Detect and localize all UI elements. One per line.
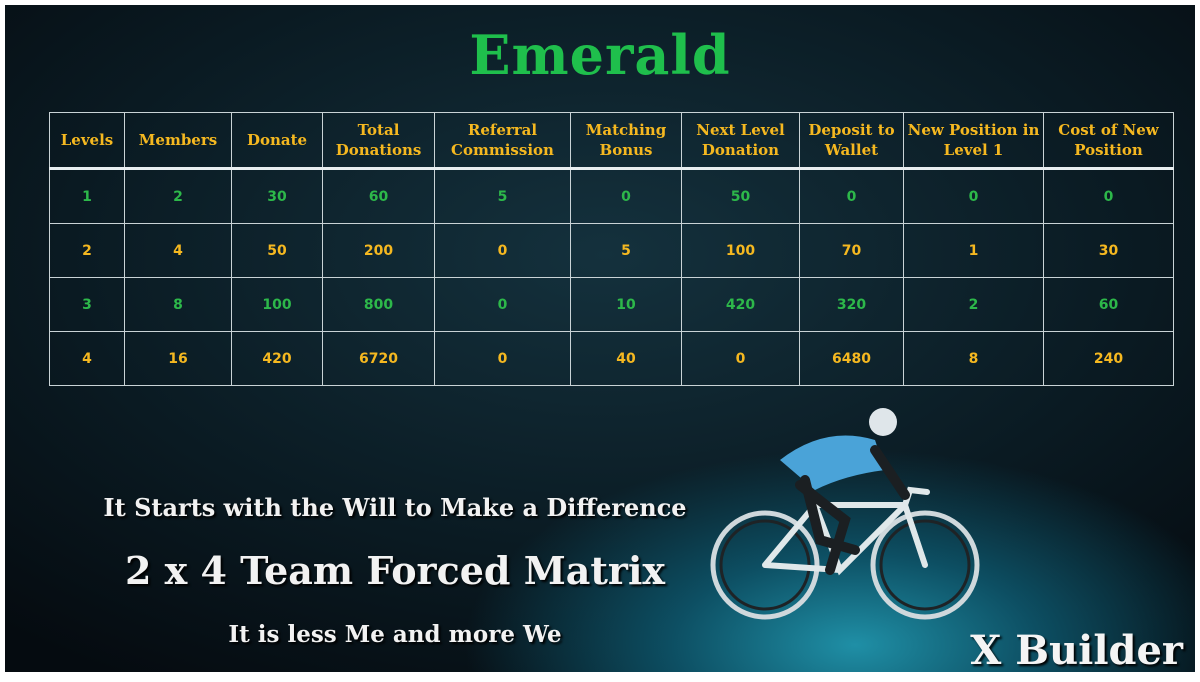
table-cell: 1 [904, 224, 1044, 278]
column-header: Donate [232, 113, 323, 169]
table-cell: 6720 [323, 332, 435, 386]
table-cell: 100 [682, 224, 800, 278]
table-cell: 800 [323, 278, 435, 332]
tagline: It is less Me and more We [55, 621, 735, 648]
cyclist-illustration [705, 400, 985, 630]
table-cell: 2 [904, 278, 1044, 332]
table-cell: 6480 [800, 332, 904, 386]
column-header: Deposit to Wallet [800, 113, 904, 169]
table-cell: 5 [435, 169, 571, 224]
table-cell: 3 [50, 278, 125, 332]
table-cell: 40 [571, 332, 682, 386]
table-cell: 16 [125, 332, 232, 386]
table-cell: 2 [125, 169, 232, 224]
table-cell: 8 [125, 278, 232, 332]
column-header: Referral Commission [435, 113, 571, 169]
table-cell: 8 [904, 332, 1044, 386]
table-cell: 4 [50, 332, 125, 386]
table-cell: 60 [1044, 278, 1174, 332]
table-cell: 0 [435, 332, 571, 386]
table-cell: 1 [50, 169, 125, 224]
table-cell: 30 [232, 169, 323, 224]
table-cell: 50 [682, 169, 800, 224]
table-cell: 0 [435, 224, 571, 278]
column-header: Cost of New Position [1044, 113, 1174, 169]
column-header: Next Level Donation [682, 113, 800, 169]
table-cell: 0 [800, 169, 904, 224]
brand: X Builder [970, 627, 1183, 672]
table-cell: 30 [1044, 224, 1174, 278]
table-cell: 240 [1044, 332, 1174, 386]
table-cell: 420 [682, 278, 800, 332]
table-cell: 0 [904, 169, 1044, 224]
table-cell: 5 [571, 224, 682, 278]
table-cell: 10 [571, 278, 682, 332]
table-cell: 420 [232, 332, 323, 386]
table-cell: 0 [435, 278, 571, 332]
column-header: Levels [50, 113, 125, 169]
table-cell: 100 [232, 278, 323, 332]
table-cell: 0 [571, 169, 682, 224]
table-cell: 0 [682, 332, 800, 386]
tagline: 2 x 4 Team Forced Matrix [55, 548, 735, 593]
column-header: Total Donations [323, 113, 435, 169]
table-cell: 4 [125, 224, 232, 278]
table-cell: 200 [323, 224, 435, 278]
table-cell: 50 [232, 224, 323, 278]
column-header: New Position in Level 1 [904, 113, 1044, 169]
table-cell: 0 [1044, 169, 1174, 224]
tagline: It Starts with the Will to Make a Differ… [55, 493, 735, 522]
column-header: Matching Bonus [571, 113, 682, 169]
table-cell: 70 [800, 224, 904, 278]
table-cell: 320 [800, 278, 904, 332]
title: Emerald [5, 23, 1195, 87]
table-cell: 2 [50, 224, 125, 278]
column-header: Members [125, 113, 232, 169]
table-cell: 60 [323, 169, 435, 224]
